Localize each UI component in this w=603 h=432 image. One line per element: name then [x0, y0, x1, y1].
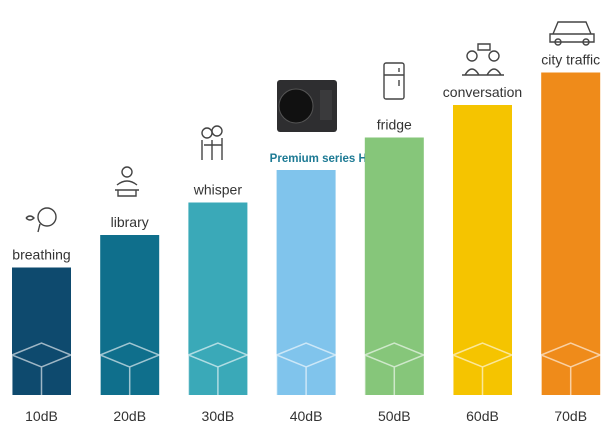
icon-car	[549, 21, 595, 46]
bar-cube-face	[98, 342, 162, 395]
value-label: 50dB	[378, 408, 411, 424]
value-label: 20dB	[113, 408, 146, 424]
bar	[364, 137, 424, 395]
icon-library	[115, 166, 139, 197]
icon-breathing	[25, 207, 57, 233]
bar	[541, 72, 601, 395]
category-label: conversation	[443, 84, 522, 100]
bar-cube-face	[10, 342, 73, 395]
category-label: library	[111, 214, 149, 230]
bar-cube-face	[274, 342, 338, 395]
bar-cube-face	[451, 342, 514, 395]
value-label: 10dB	[25, 408, 58, 424]
bar	[276, 170, 336, 395]
icon-whisper	[201, 125, 223, 160]
icon-heat-pump	[277, 80, 337, 132]
icon-fridge	[383, 62, 405, 100]
value-label: 70dB	[554, 408, 587, 424]
category-label: whisper	[193, 182, 243, 198]
category-label: fridge	[377, 117, 412, 133]
category-label: city traffic	[541, 52, 600, 68]
bar-cube-face	[362, 342, 426, 395]
category-label: breathing	[12, 247, 70, 263]
icon-conversation	[462, 43, 504, 76]
bar-cube-face	[539, 342, 603, 395]
bar	[188, 202, 248, 395]
bar	[453, 105, 512, 395]
value-label: 30dB	[202, 408, 235, 424]
category-label: Premium series HP	[270, 153, 375, 165]
value-label: 60dB	[466, 408, 499, 424]
bar-cube-face	[186, 342, 250, 395]
value-label: 40dB	[290, 408, 323, 424]
